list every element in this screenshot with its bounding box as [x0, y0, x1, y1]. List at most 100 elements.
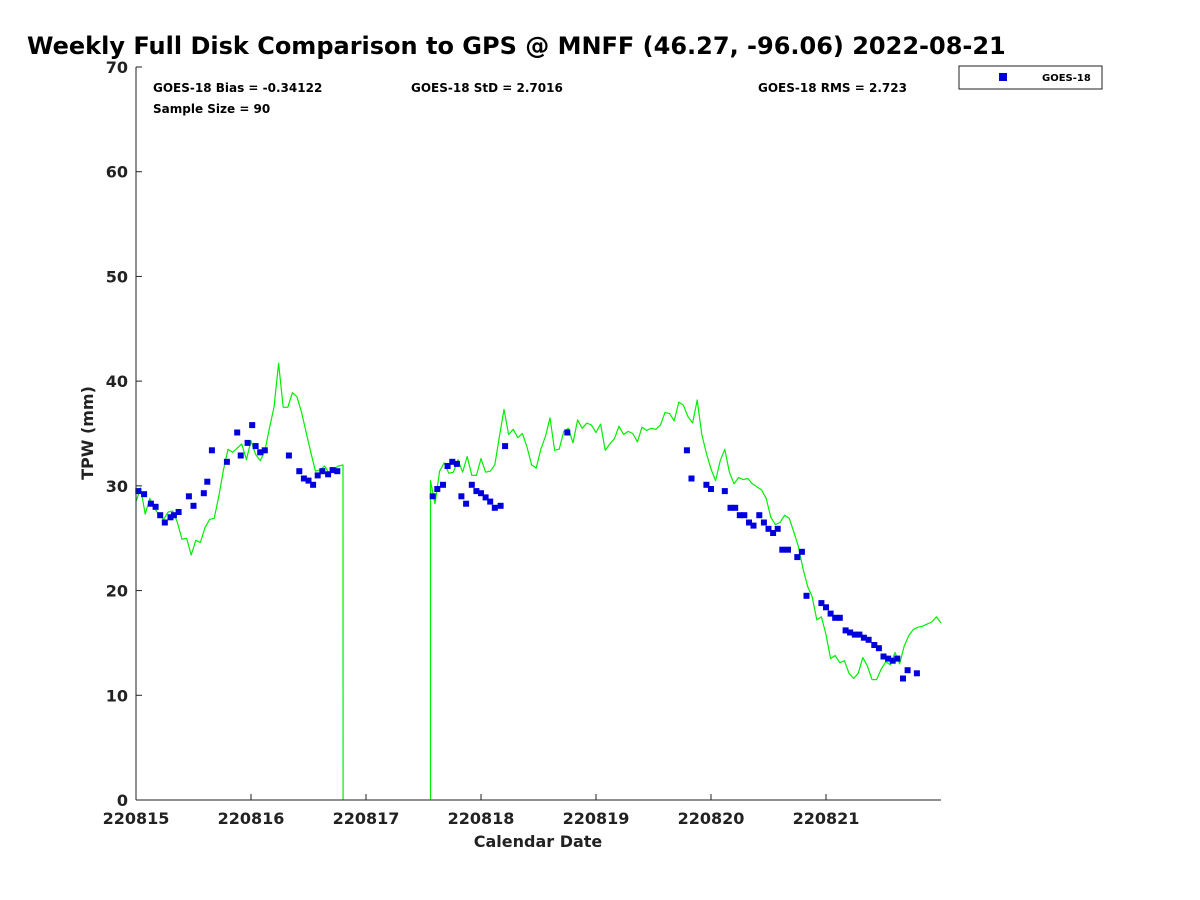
- goes18-data-point: [249, 422, 256, 429]
- goes18-data-point: [904, 667, 911, 674]
- goes18-data-point: [856, 631, 863, 638]
- goes18-data-point: [234, 429, 241, 436]
- goes18-data-point: [296, 468, 303, 475]
- std-stat: GOES-18 StD = 2.7016: [411, 81, 563, 95]
- goes18-data-point: [770, 530, 777, 536]
- goes18-data-point: [836, 614, 843, 621]
- goes18-data-point: [860, 634, 867, 641]
- goes18-data-point: [832, 614, 839, 621]
- bias-stat: GOES-18 Bias = -0.34122: [153, 81, 322, 95]
- goes18-data-point: [190, 502, 197, 509]
- sample-size-stat: Sample Size = 90: [153, 102, 270, 116]
- goes18-data-point: [453, 460, 460, 467]
- goes18-data-point: [889, 657, 896, 664]
- goes18-data-point: [329, 467, 336, 474]
- y-tick-label: 0: [117, 791, 128, 810]
- goes18-data-point: [721, 488, 728, 495]
- goes18-data-point: [785, 546, 791, 553]
- goes18-data-point: [564, 429, 571, 436]
- legend-marker-goes18: [999, 73, 1007, 81]
- y-tick-label: 20: [106, 582, 128, 601]
- goes18-data-point: [688, 475, 695, 482]
- legend-label-goes18: GOES-18: [1042, 73, 1091, 84]
- goes18-data-point: [319, 468, 326, 475]
- goes18-data-point: [871, 642, 878, 648]
- goes18-data-point: [200, 490, 207, 497]
- goes18-data-point: [482, 494, 489, 501]
- y-tick-label: 40: [106, 372, 128, 391]
- x-tick-label: 220817: [333, 809, 400, 828]
- goes18-data-point: [463, 500, 470, 507]
- goes18-data-point: [334, 468, 341, 475]
- goes18-data-point: [487, 498, 494, 505]
- goes18-data-point: [444, 463, 451, 469]
- goes18-data-point: [310, 481, 317, 488]
- goes18-data-point: [865, 636, 872, 643]
- goes18-data-point: [440, 481, 446, 488]
- goes18-data-point: [741, 512, 748, 519]
- goes18-data-point: [708, 486, 714, 492]
- legend-box: [958, 65, 1103, 90]
- y-axis-label: TPW (mm): [78, 386, 97, 480]
- goes18-data-point: [208, 447, 215, 454]
- goes18-data-point: [314, 472, 321, 479]
- goes18-data-point: [497, 502, 504, 509]
- goes18-data-point: [175, 509, 182, 515]
- goes18-data-point: [170, 512, 177, 519]
- goes18-data-point: [491, 504, 498, 511]
- x-tick-label: 220819: [563, 809, 630, 828]
- goes18-data-point: [875, 645, 882, 652]
- goes18-data-point: [434, 486, 441, 492]
- goes18-data-point: [736, 512, 743, 519]
- goes18-data-point: [827, 610, 834, 617]
- goes18-data-point: [429, 493, 436, 500]
- goes18-data-point: [842, 627, 849, 634]
- goes18-data-point: [204, 478, 211, 485]
- goes18-data-point: [252, 443, 259, 450]
- goes18-data-point: [727, 504, 734, 511]
- goes18-data-point: [300, 475, 307, 482]
- goes18-data-point: [823, 604, 829, 611]
- y-tick-label: 30: [106, 477, 128, 496]
- goes18-data-point: [244, 439, 251, 446]
- goes18-data-point: [449, 458, 456, 465]
- x-tick-label: 220820: [678, 809, 745, 828]
- goes18-data-point: [161, 519, 168, 526]
- goes18-data-point: [880, 653, 887, 660]
- goes18-data-point: [847, 629, 854, 636]
- goes18-data-point: [167, 514, 174, 521]
- x-tick-label: 220816: [218, 809, 285, 828]
- goes18-data-point: [794, 554, 801, 561]
- y-tick-label: 10: [106, 686, 128, 705]
- goes18-data-point: [325, 471, 332, 478]
- goes18-data-point: [851, 631, 858, 638]
- goes18-data-point: [746, 519, 752, 526]
- goes18-data-point: [157, 512, 164, 519]
- goes18-data-point: [141, 491, 148, 498]
- plot-area: [136, 67, 941, 800]
- chart-title: Weekly Full Disk Comparison to GPS @ MNF…: [27, 32, 1006, 60]
- y-tick-label: 50: [106, 267, 128, 286]
- goes18-data-point: [894, 655, 901, 662]
- legend: GOES-18: [958, 65, 1103, 90]
- rms-stat: GOES-18 RMS = 2.723: [758, 81, 907, 95]
- goes18-data-point: [185, 493, 192, 500]
- goes18-data-point: [261, 447, 268, 454]
- goes18-data-point: [760, 519, 767, 526]
- goes18-data-point: [750, 522, 757, 529]
- goes18-data-point: [913, 670, 920, 677]
- x-tick-label: 220818: [448, 809, 515, 828]
- goes18-data-point: [223, 458, 230, 465]
- goes18-data-point: [818, 600, 825, 607]
- y-tick-label: 70: [106, 58, 128, 77]
- goes18-data-point: [152, 503, 159, 510]
- gps-series-line: [135, 362, 942, 801]
- goes18-data-point: [305, 477, 312, 484]
- goes18-data-point: [885, 655, 892, 662]
- goes18-data-point: [756, 512, 763, 519]
- goes18-data-point: [468, 481, 475, 488]
- goes18-data-point: [703, 481, 710, 488]
- goes18-data-point: [683, 447, 690, 454]
- x-axis-label: Calendar Date: [474, 832, 603, 851]
